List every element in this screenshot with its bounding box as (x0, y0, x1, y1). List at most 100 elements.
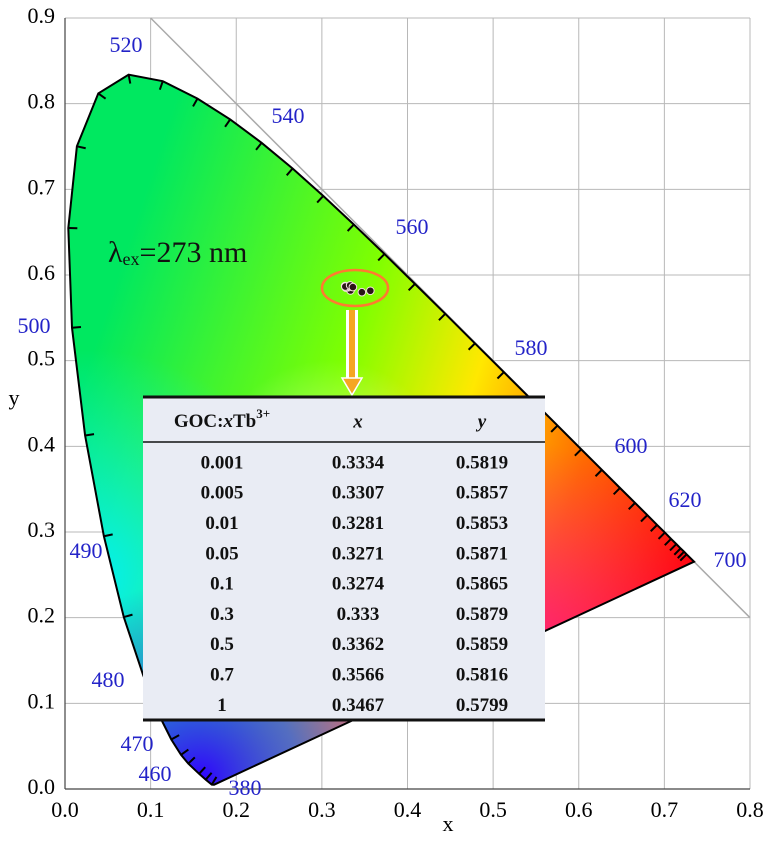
wavelength-label: 480 (92, 667, 125, 692)
locus-tick (187, 756, 196, 765)
locus-tick (97, 92, 107, 100)
y-tick-label: 0.1 (28, 688, 56, 713)
x-tick-label: 0.2 (223, 797, 251, 822)
x-axis-label: x (443, 811, 454, 836)
plot: 0.0 0.1 0.2 0.3 0.4 0.5 0.6 0.7 0.8 0.0 0.1 0.2 0.3 0… (18, 3, 764, 822)
table-cell: 0.001 (201, 452, 244, 473)
x-tick-label: 0.5 (479, 797, 507, 822)
y-tick-label: 0.7 (28, 174, 56, 199)
table-cell: 0.3271 (332, 543, 384, 564)
table-cell: 0.5857 (456, 483, 509, 504)
wavelength-label: 460 (139, 761, 172, 786)
annotation-symbol: λ (108, 236, 123, 269)
table-cell: 0.3 (210, 604, 234, 625)
locus-tick (158, 80, 164, 91)
table-header-element: Tb (233, 411, 256, 432)
data-point (366, 286, 375, 296)
x-tick-label: 0.0 (51, 797, 79, 822)
table-column-header: x (352, 411, 363, 432)
table-cell: 0.5816 (456, 664, 508, 685)
x-tick-label: 0.1 (137, 797, 165, 822)
x-tick-label: 0.4 (394, 797, 422, 822)
table-cell: 0.3334 (332, 452, 385, 473)
locus-tick (192, 98, 199, 107)
locus-tick (640, 514, 649, 523)
table-cell: 0.5871 (456, 543, 508, 564)
y-tick-label: 0.6 (28, 260, 56, 285)
y-tick-label: 0.8 (28, 89, 56, 114)
table-header: GOC:xTb3+ (174, 406, 270, 432)
locus-tick (316, 195, 324, 204)
locus-tick (76, 145, 86, 150)
x-tick-label: 0.8 (736, 797, 764, 822)
table-header-prefix: GOC: (174, 411, 224, 432)
locus-tick (103, 533, 113, 538)
wavelength-label: 520 (110, 32, 143, 57)
wavelength-label: 700 (714, 547, 747, 572)
locus-tick (170, 734, 180, 741)
locus-tick (198, 766, 206, 775)
wavelength-label: 540 (272, 103, 305, 128)
table-cell: 0.333 (337, 604, 380, 625)
locus-tick (673, 547, 682, 556)
arrow-head (340, 377, 364, 397)
locus-tick (210, 776, 218, 786)
table-cell: 0.3307 (332, 483, 385, 504)
table-cell: 0.5879 (456, 604, 508, 625)
wavelength-label: 470 (121, 731, 154, 756)
table-cell: 0.5865 (456, 574, 508, 595)
table-cell: 0.5819 (456, 452, 508, 473)
y-tick-label: 0.0 (28, 774, 56, 799)
arrow-shaft (349, 310, 355, 380)
locus-tick (669, 543, 678, 552)
locus-tick (657, 531, 666, 540)
table-cell: 0.3274 (332, 574, 385, 595)
table-cell: 0.3467 (332, 695, 385, 716)
locus-tick (127, 74, 132, 84)
wavelength-label: 490 (70, 538, 103, 563)
locus-tick (71, 326, 82, 329)
x-tick-label: 0.6 (565, 797, 593, 822)
x-tick-label: 0.3 (308, 797, 336, 822)
locus-tick (664, 538, 672, 546)
wavelength-label: 600 (615, 433, 648, 458)
table-header-variable: x (222, 411, 233, 432)
locus-tick (677, 551, 685, 559)
locus-tick (650, 524, 658, 532)
locus-tick (594, 469, 603, 477)
locus-tick (550, 424, 559, 433)
table-cell: 0.7 (210, 664, 234, 685)
annotation-subscript: ex (123, 249, 140, 269)
table-cell: 0.5853 (456, 513, 508, 534)
data-point (357, 287, 367, 297)
table-header-superscript: 3+ (256, 406, 270, 421)
locus-tick (467, 342, 476, 351)
locus-tick (407, 283, 416, 292)
wavelength-label: 380 (229, 775, 262, 800)
table-cell: 0.1 (210, 574, 234, 595)
table-cell: 0.5 (210, 634, 234, 655)
wavelength-label: 500 (18, 313, 51, 338)
table-cell: 0.5859 (456, 634, 508, 655)
table-cell: 0.05 (205, 543, 238, 564)
table-cell: 0.3281 (332, 513, 384, 534)
locus-tick (496, 371, 505, 380)
locus-tick (123, 613, 133, 619)
locus-tick (628, 502, 636, 510)
y-tick-label: 0.4 (28, 431, 56, 456)
locus-tick (438, 313, 446, 321)
y-axis-label: y (9, 385, 20, 410)
table-column-header: y (476, 411, 487, 432)
table-cell: 1 (217, 695, 227, 716)
table-cell: 0.005 (201, 483, 244, 504)
locus-tick (377, 253, 386, 262)
wavelength-label: 560 (396, 214, 429, 239)
table-cell: 0.5799 (456, 695, 508, 716)
locus-tick (205, 772, 213, 781)
annotation: λex=273 nm (108, 236, 247, 269)
locus-tick (574, 448, 582, 457)
locus-tick (255, 142, 263, 151)
locus-tick (84, 433, 95, 437)
table-cell: 0.01 (205, 513, 238, 534)
